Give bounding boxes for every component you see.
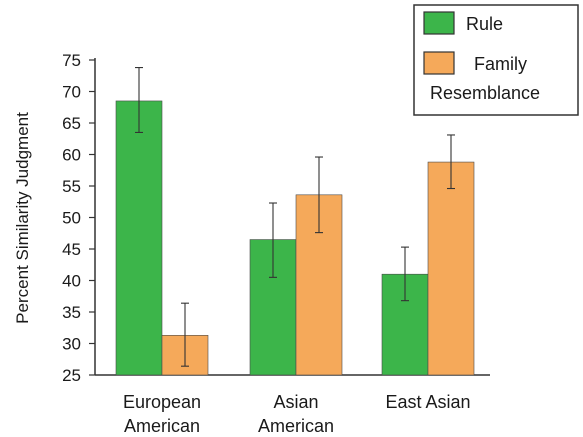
x-category-label: Asian xyxy=(273,392,318,412)
y-tick-label: 55 xyxy=(62,177,81,196)
legend-label-resemblance: Resemblance xyxy=(430,83,540,103)
y-tick-label: 45 xyxy=(62,240,81,259)
y-axis-ticks: 25 30 35 40 45 50 55 60 65 70 75 xyxy=(62,51,95,385)
y-tick-label: 30 xyxy=(62,335,81,354)
x-axis-categories: European American Asian American East Asian xyxy=(123,392,471,436)
legend-label-family: Family xyxy=(474,54,527,74)
legend-swatch-rule xyxy=(423,11,455,35)
bar-family-resemblance xyxy=(427,161,475,376)
legend-swatch-family-resemblance xyxy=(423,51,455,75)
y-tick-label: 60 xyxy=(62,146,81,165)
y-tick-label: 40 xyxy=(62,272,81,291)
legend: Rule Family Resemblance xyxy=(413,4,579,116)
legend-label-rule: Rule xyxy=(466,14,503,34)
y-tick-label: 70 xyxy=(62,83,81,102)
y-tick-label: 25 xyxy=(62,366,81,385)
x-category-label: American xyxy=(124,416,200,436)
x-category-label: American xyxy=(258,416,334,436)
y-tick-label: 75 xyxy=(62,51,81,70)
x-category-label: East Asian xyxy=(385,392,470,412)
bar-rule xyxy=(115,100,163,376)
x-category-label: European xyxy=(123,392,201,412)
y-tick-label: 35 xyxy=(62,303,81,322)
error-bar-group xyxy=(135,67,455,367)
bar-group xyxy=(115,100,475,376)
y-axis-title: Percent Similarity Judgment xyxy=(13,112,32,324)
y-tick-label: 65 xyxy=(62,114,81,133)
y-tick-label: 50 xyxy=(62,209,81,228)
